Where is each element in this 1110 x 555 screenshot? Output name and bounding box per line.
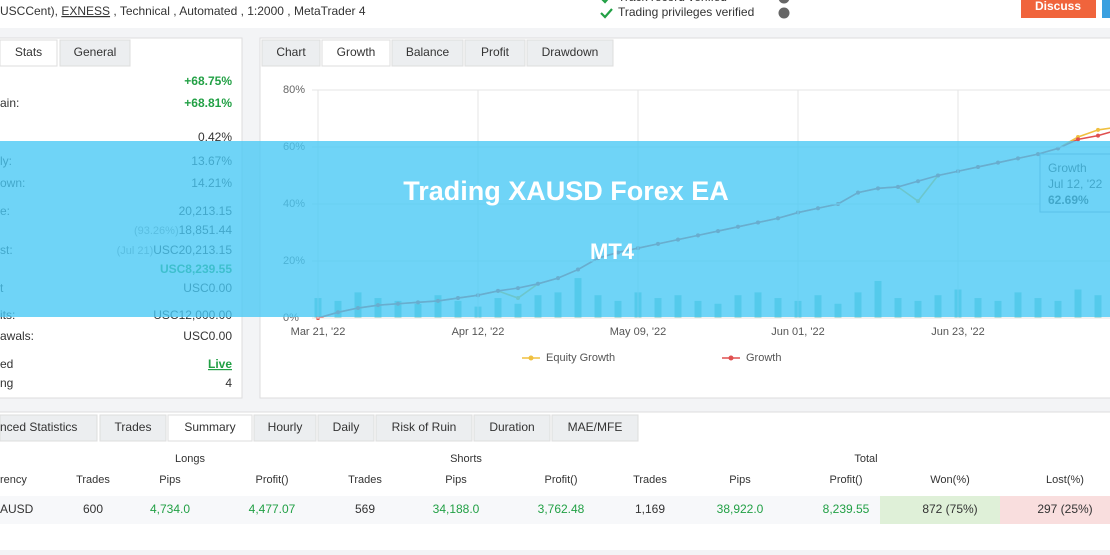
column-header: Profit() <box>256 474 289 486</box>
column-header: Trades <box>633 474 667 486</box>
adv-tab-label: Summary <box>184 420 235 434</box>
x-tick-label: Apr 12, '22 <box>452 326 505 338</box>
adv-tab-label: Daily <box>333 420 360 434</box>
account-info: USCCent), EXNESS , Technical , Automated… <box>0 4 366 18</box>
group-header: Shorts <box>450 453 482 465</box>
series-point <box>1096 128 1100 132</box>
table-cell: 600 <box>83 502 103 516</box>
column-header: Trades <box>348 474 382 486</box>
stat-value: Live <box>208 357 232 371</box>
stat-number: USC0.00 <box>183 329 232 343</box>
column-header: Won(%) <box>930 474 970 486</box>
column-header: Pips <box>159 474 181 486</box>
chart-tab-label: Growth <box>337 45 376 59</box>
column-header: Profit() <box>830 474 863 486</box>
stat-value: 4 <box>225 376 232 390</box>
table-cell: 8,239.55 <box>823 502 870 516</box>
column-header: Profit() <box>545 474 578 486</box>
info-icon <box>779 8 790 19</box>
stats-tab-label: Stats <box>15 45 42 59</box>
x-tick-label: Mar 21, '22 <box>291 326 346 338</box>
stat-label: ain: <box>0 96 19 110</box>
account-part: EXNESS <box>61 4 110 18</box>
adv-tab-label: Trades <box>115 420 152 434</box>
stat-label: ng <box>0 376 13 390</box>
adv-tab-label: Hourly <box>268 420 303 434</box>
table-cell: 872 (75%) <box>922 502 977 516</box>
chart-tab-label: Profit <box>481 45 510 59</box>
stat-number[interactable]: Live <box>208 357 232 371</box>
adv-tab-label: nced Statistics <box>0 420 77 434</box>
banner <box>0 141 1110 317</box>
legend-label: Growth <box>746 352 781 364</box>
banner-title: Trading XAUSD Forex EA <box>403 176 729 206</box>
chart-tab-label: Drawdown <box>542 45 599 59</box>
series-point <box>1096 134 1100 138</box>
stat-number: 4 <box>225 376 232 390</box>
x-tick-label: Jun 01, '22 <box>771 326 824 338</box>
stat-label: awals: <box>0 329 34 343</box>
blue-button <box>1102 0 1110 18</box>
column-header: Lost(%) <box>1046 474 1084 486</box>
adv-tab-label: Risk of Ruin <box>392 420 457 434</box>
stat-value: +68.75% <box>184 74 232 88</box>
table-cell: 34,188.0 <box>433 502 480 516</box>
group-header: Longs <box>175 453 205 465</box>
account-part: USCCent), <box>0 4 61 18</box>
banner-subtitle: MT4 <box>590 239 635 264</box>
table-cell: 297 (25%) <box>1037 502 1092 516</box>
column-header: Pips <box>729 474 751 486</box>
column-header: rency <box>0 474 27 486</box>
legend-label: Equity Growth <box>546 352 615 364</box>
table-cell: 4,734.0 <box>150 502 190 516</box>
stat-value: USC0.00 <box>183 329 232 343</box>
adv-tab-label: Duration <box>489 420 534 434</box>
verify-text: Trading privileges verified <box>618 5 754 19</box>
chart-tab-label: Chart <box>276 45 306 59</box>
column-header: Trades <box>76 474 110 486</box>
stats-tab-label: General <box>74 45 117 59</box>
stat-number: +68.75% <box>184 74 232 88</box>
verify-text: Track record verified <box>618 0 727 4</box>
table-cell: 3,762.48 <box>538 502 585 516</box>
stat-label: ed <box>0 357 13 371</box>
stat-number: +68.81% <box>184 96 232 110</box>
series-point <box>1076 137 1080 141</box>
legend-dot <box>729 356 734 361</box>
stat-value: +68.81% <box>184 96 232 110</box>
table-cell: 1,169 <box>635 502 665 516</box>
legend-dot <box>529 356 534 361</box>
x-tick-label: May 09, '22 <box>610 326 667 338</box>
y-tick-label: 80% <box>283 84 305 96</box>
x-tick-label: Jun 23, '22 <box>931 326 984 338</box>
discuss-label: Discuss <box>1035 0 1081 13</box>
table-cell: 569 <box>355 502 375 516</box>
chart-tab-label: Balance <box>406 45 450 59</box>
adv-tab-label: MAE/MFE <box>568 420 623 434</box>
group-header: Total <box>854 453 877 465</box>
column-header: Pips <box>445 474 467 486</box>
account-part: , Technical , Automated , 1:2000 , MetaT… <box>110 4 366 18</box>
table-cell: AUSD <box>0 502 34 516</box>
table-cell: 4,477.07 <box>249 502 296 516</box>
table-cell: 38,922.0 <box>717 502 764 516</box>
